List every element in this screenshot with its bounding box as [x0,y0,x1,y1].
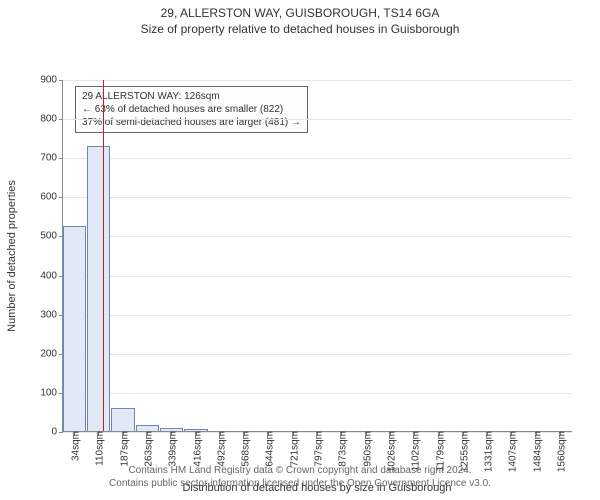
property-marker-line [103,80,104,431]
annotation-line: 37% of semi-detached houses are larger (… [82,116,301,129]
gridline [63,393,572,394]
histogram-bar [111,408,135,431]
ytick-label: 400 [40,270,63,281]
ytick-label: 800 [40,114,63,125]
xtick-label: 110sqm [91,431,106,466]
footer-line2: Contains public sector information licen… [0,477,600,490]
xtick-label: 950sqm [358,431,373,467]
xtick-label: 873sqm [334,431,349,467]
histogram-bar [63,226,86,431]
ytick-label: 500 [40,231,63,242]
ytick-label: 200 [40,348,63,359]
gridline [63,236,572,237]
gridline [63,197,572,198]
plot-area: 29 ALLERSTON WAY: 126sqm← 63% of detache… [62,80,572,432]
annotation-line: ← 63% of detached houses are smaller (82… [82,103,301,116]
xtick-label: 34sqm [66,431,81,461]
y-axis-title: Number of detached properties [6,180,18,332]
xtick-label: 644sqm [261,431,276,467]
ytick-label: 0 [51,427,63,438]
annotation-line: 29 ALLERSTON WAY: 126sqm [82,90,301,103]
footer-attribution: Contains HM Land Registry data © Crown c… [0,464,600,490]
gridline [63,354,572,355]
chart-title-block: 29, ALLERSTON WAY, GUISBOROUGH, TS14 6GA… [0,0,600,36]
xtick-label: 797sqm [310,431,325,467]
gridline [63,158,572,159]
gridline [63,119,572,120]
ytick-label: 600 [40,192,63,203]
annotation-box: 29 ALLERSTON WAY: 126sqm← 63% of detache… [75,86,308,133]
footer-line1: Contains HM Land Registry data © Crown c… [0,464,600,477]
ytick-label: 700 [40,153,63,164]
ytick-label: 300 [40,309,63,320]
gridline [63,276,572,277]
xtick-label: 263sqm [139,431,154,467]
xtick-label: 416sqm [188,431,203,467]
xtick-label: 492sqm [212,431,227,467]
histogram-bar [87,146,110,432]
ytick-label: 100 [40,387,63,398]
chart-title-line2: Size of property relative to detached ho… [0,22,600,36]
gridline [63,315,572,316]
xtick-label: 187sqm [115,431,130,467]
xtick-label: 721sqm [285,431,300,467]
xtick-label: 339sqm [164,431,179,467]
gridline [63,80,572,81]
ytick-label: 900 [40,75,63,86]
xtick-label: 568sqm [237,431,252,467]
chart-title-line1: 29, ALLERSTON WAY, GUISBOROUGH, TS14 6GA [0,6,600,20]
